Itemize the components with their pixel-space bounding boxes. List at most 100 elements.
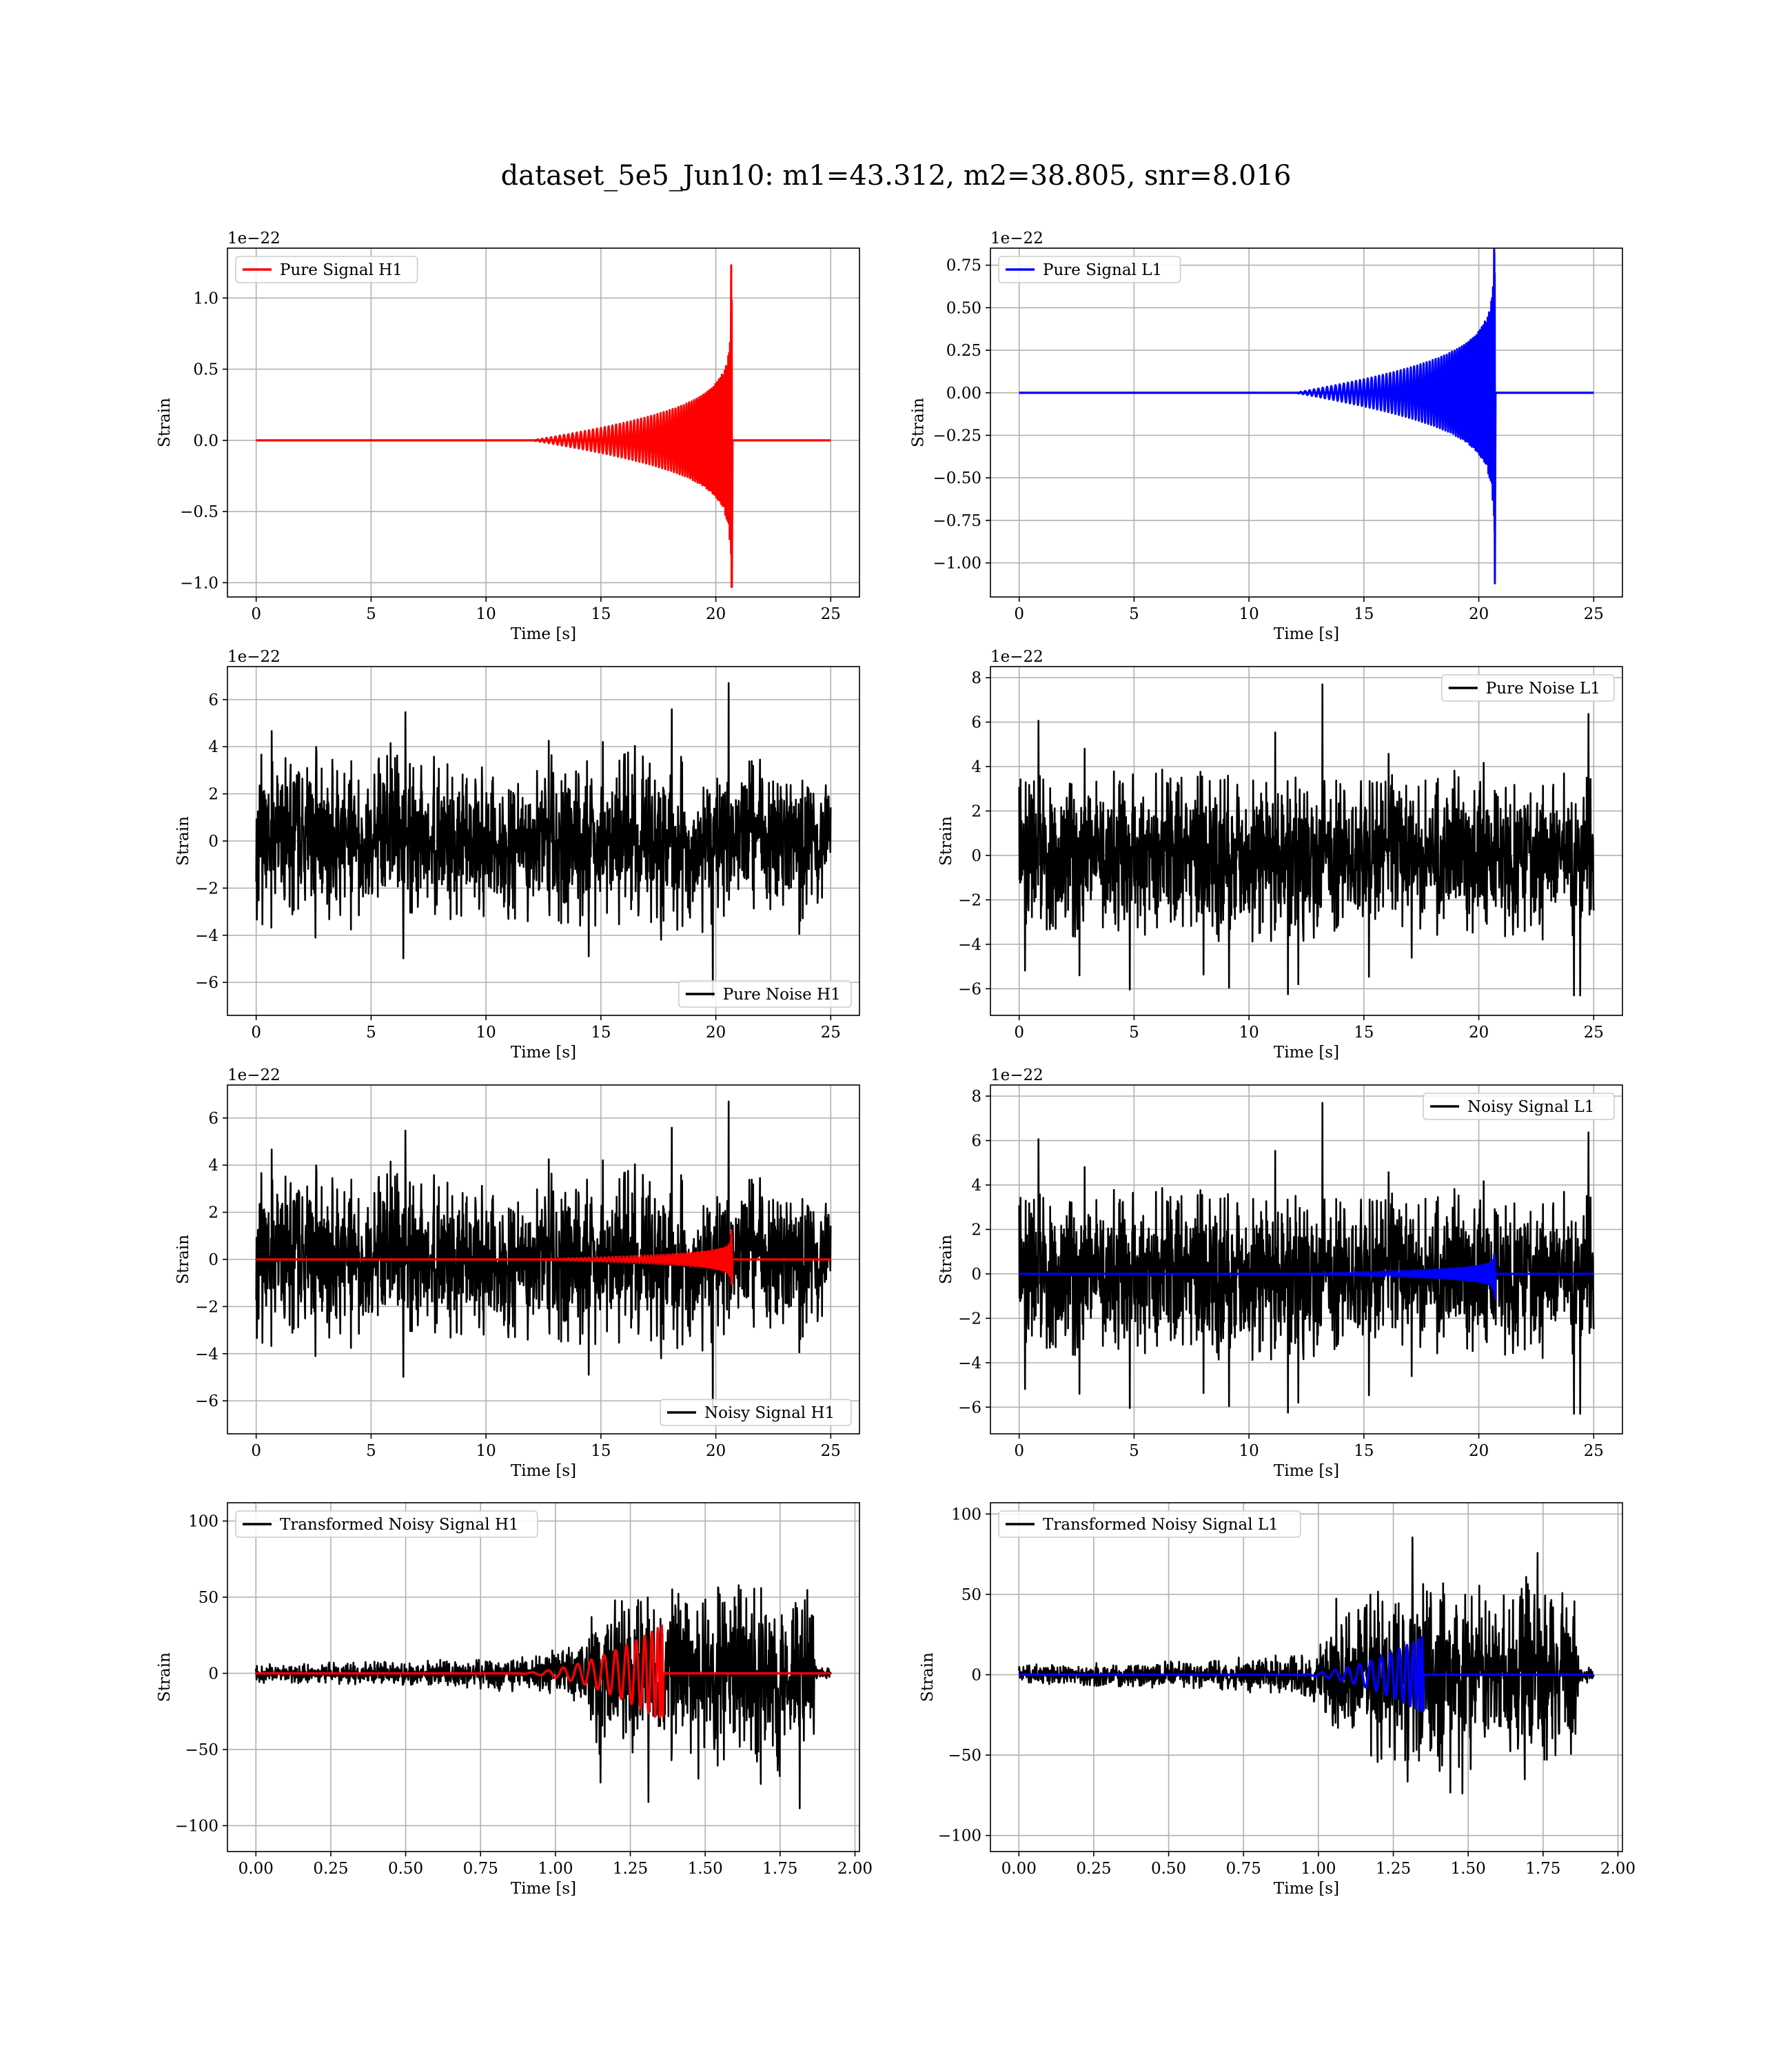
y-axis-label: Strain bbox=[174, 816, 192, 866]
legend-label: Transformed Noisy Signal L1 bbox=[1043, 1516, 1279, 1534]
legend-label: Pure Signal L1 bbox=[1043, 261, 1162, 279]
x-tick-label: 25 bbox=[1584, 1442, 1604, 1460]
x-tick-label: 5 bbox=[366, 1024, 376, 1042]
y-tick-label: −0.50 bbox=[933, 469, 981, 487]
x-tick-label: 0.75 bbox=[463, 1860, 498, 1878]
x-tick-label: 1.25 bbox=[1376, 1860, 1411, 1878]
axes-frame bbox=[990, 666, 1623, 1016]
offset-text: 1e−22 bbox=[990, 1066, 1043, 1084]
x-tick-label: 1.75 bbox=[762, 1860, 797, 1878]
y-tick-label: −6 bbox=[195, 1392, 218, 1410]
series-line-2 bbox=[255, 1624, 832, 1719]
x-tick-label: 0.00 bbox=[238, 1860, 274, 1878]
y-tick-label: 4 bbox=[971, 758, 981, 776]
x-tick-label: 1.00 bbox=[538, 1860, 573, 1878]
y-tick-label: 50 bbox=[198, 1589, 218, 1607]
subplot-3: 0 5 10 15 20 25 −6 −4 −2 0 2 4 6 Time [s] Strain 1e−22 P… bbox=[174, 648, 860, 1062]
x-tick-label: 0.25 bbox=[313, 1860, 348, 1878]
subplot-5: 0 5 10 15 20 25 −6 −4 −2 0 2 4 6 Time [s] Strain 1e−22 N… bbox=[174, 1066, 860, 1480]
y-tick-label: 100 bbox=[188, 1513, 218, 1531]
x-tick-label: 15 bbox=[1354, 1442, 1374, 1460]
y-tick-label: −4 bbox=[958, 1355, 981, 1372]
y-axis-label: Strain bbox=[174, 1235, 192, 1284]
axes-frame bbox=[990, 1502, 1623, 1852]
legend-box bbox=[1441, 674, 1615, 702]
offset-text: 1e−22 bbox=[227, 648, 281, 666]
y-tick-label: 8 bbox=[971, 669, 981, 687]
y-tick-label: 4 bbox=[971, 1177, 981, 1195]
y-tick-label: −0.75 bbox=[933, 512, 981, 530]
legend-label: Pure Signal H1 bbox=[280, 261, 403, 279]
x-tick-label: 20 bbox=[706, 1024, 726, 1042]
x-tick-label: 10 bbox=[1239, 1024, 1259, 1042]
y-tick-label: 4 bbox=[208, 738, 218, 756]
legend-box bbox=[660, 1399, 852, 1426]
x-axis-label: Time [s] bbox=[1274, 1880, 1339, 1898]
x-axis-label: Time [s] bbox=[511, 1880, 576, 1898]
y-tick-label: −100 bbox=[175, 1817, 218, 1835]
y-tick-label: 0.75 bbox=[946, 257, 981, 275]
x-tick-label: 15 bbox=[591, 1442, 611, 1460]
x-tick-label: 0 bbox=[1014, 1024, 1024, 1042]
axes-frame bbox=[990, 247, 1623, 598]
legend-box bbox=[678, 980, 852, 1008]
y-axis-label: Strain bbox=[910, 398, 928, 447]
y-tick-label: 0.00 bbox=[946, 385, 981, 403]
x-tick-label: 5 bbox=[1129, 1024, 1139, 1042]
series-line-2 bbox=[255, 1229, 832, 1285]
x-tick-label: 1.25 bbox=[613, 1860, 648, 1878]
y-tick-label: −2 bbox=[958, 891, 981, 909]
y-tick-label: 6 bbox=[971, 1133, 981, 1150]
series-line-1 bbox=[255, 1100, 832, 1416]
y-tick-label: −2 bbox=[958, 1310, 981, 1328]
legend: Transformed Noisy Signal L1 bbox=[998, 1510, 1301, 1538]
offset-text: 1e−22 bbox=[227, 1066, 281, 1084]
x-tick-label: 25 bbox=[821, 1442, 841, 1460]
y-axis-label: Strain bbox=[156, 1652, 174, 1702]
x-tick-label: 25 bbox=[1584, 605, 1604, 623]
y-tick-label: −2 bbox=[195, 1298, 218, 1316]
series-line-2 bbox=[1018, 1636, 1595, 1713]
y-tick-label: 1.0 bbox=[193, 290, 218, 307]
y-tick-label: 8 bbox=[971, 1088, 981, 1106]
x-tick-label: 5 bbox=[366, 1442, 376, 1460]
y-tick-label: −50 bbox=[185, 1741, 218, 1759]
legend: Noisy Signal L1 bbox=[1423, 1093, 1615, 1120]
y-tick-label: 0 bbox=[208, 833, 218, 851]
x-tick-label: 0.00 bbox=[1001, 1860, 1037, 1878]
x-axis-label: Time [s] bbox=[1274, 1044, 1339, 1062]
offset-text: 1e−22 bbox=[990, 230, 1043, 247]
y-tick-label: 0.50 bbox=[946, 299, 981, 317]
subplot-1: 0 5 10 15 20 25 −1.0 −0.5 0.0 0.5 1.0 Time [s] Strai… bbox=[156, 230, 860, 643]
axes-frame bbox=[227, 247, 860, 598]
x-tick-label: 0 bbox=[251, 605, 261, 623]
legend-label: Noisy Signal L1 bbox=[1467, 1098, 1594, 1116]
x-tick-label: 15 bbox=[1354, 605, 1374, 623]
legend: Pure Noise H1 bbox=[678, 980, 852, 1008]
legend: Pure Noise L1 bbox=[1441, 674, 1615, 702]
legend: Pure Signal H1 bbox=[235, 256, 418, 283]
subplot-6: 0 5 10 15 20 25 −6 −4 −2 0 2 4 6 8 Time [s] Strain 1e−22… bbox=[937, 1066, 1623, 1480]
x-axis-label: Time [s] bbox=[511, 1462, 576, 1480]
x-tick-label: 5 bbox=[1129, 1442, 1139, 1460]
x-tick-label: 10 bbox=[1239, 1442, 1259, 1460]
x-axis-label: Time [s] bbox=[1274, 625, 1339, 643]
series-line-1 bbox=[1018, 248, 1595, 585]
x-tick-label: 1.50 bbox=[1451, 1860, 1486, 1878]
y-tick-label: 0.0 bbox=[193, 432, 218, 450]
x-tick-label: 20 bbox=[1469, 1024, 1489, 1042]
x-tick-label: 20 bbox=[706, 605, 726, 623]
series-line-1 bbox=[1018, 1102, 1595, 1415]
subplot-7: 0.00 0.25 0.50 0.75 1.00 1.25 1.50 1.75 2.00 −100… bbox=[156, 1502, 873, 1898]
x-tick-label: 15 bbox=[591, 1024, 611, 1042]
legend-box bbox=[235, 1510, 538, 1538]
x-tick-label: 10 bbox=[1239, 605, 1259, 623]
x-tick-label: 2.00 bbox=[837, 1860, 873, 1878]
x-tick-label: 20 bbox=[1469, 605, 1489, 623]
y-tick-label: 4 bbox=[208, 1157, 218, 1175]
x-axis-label: Time [s] bbox=[1274, 1462, 1339, 1480]
x-tick-label: 25 bbox=[821, 1024, 841, 1042]
offset-text: 1e−22 bbox=[990, 648, 1043, 666]
axes-frame bbox=[227, 1502, 860, 1852]
y-tick-label: −6 bbox=[195, 974, 218, 992]
